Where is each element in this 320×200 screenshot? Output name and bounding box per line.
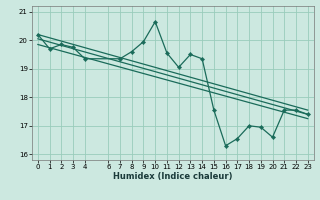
X-axis label: Humidex (Indice chaleur): Humidex (Indice chaleur) (113, 172, 233, 181)
